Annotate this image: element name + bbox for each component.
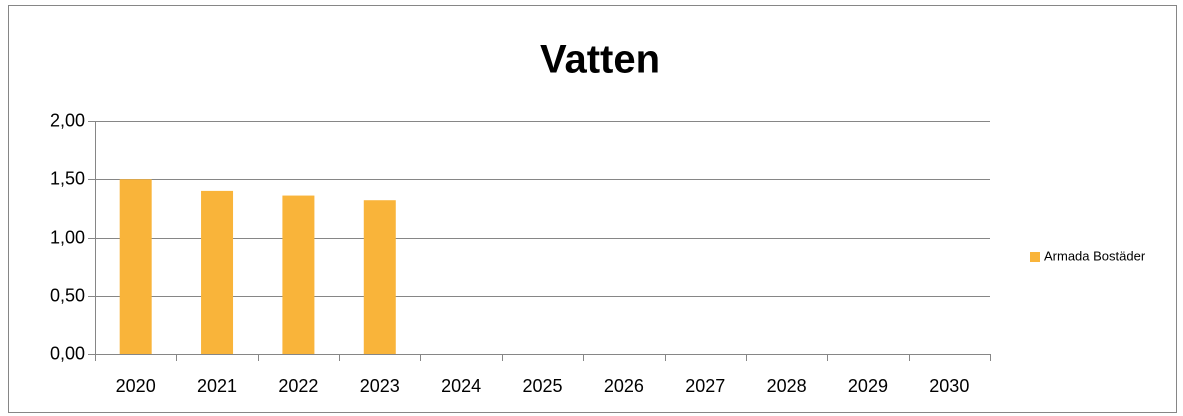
x-tick-label: 2029 [848,376,888,396]
x-tick-label: 2020 [116,376,156,396]
x-tick-label: 2030 [929,376,969,396]
x-tick-label: 2025 [522,376,562,396]
y-tick-label: 0,50 [50,285,85,305]
x-tick-label: 2026 [604,376,644,396]
y-tick-label: 0,00 [50,343,85,363]
bar [201,190,234,354]
chart-title: Vatten [540,38,660,82]
x-tick-label: 2022 [278,376,318,396]
bar [363,200,396,354]
x-tick-label: 2021 [197,376,237,396]
x-tick-label: 2024 [441,376,481,396]
bar [119,179,152,354]
x-tick-label: 2023 [360,376,400,396]
legend-label: Armada Bostäder [1044,248,1146,263]
y-tick-label: 2,00 [50,110,85,130]
bar [282,195,315,354]
x-tick-label: 2028 [767,376,807,396]
x-tick-label: 2027 [685,376,725,396]
y-tick-label: 1,50 [50,168,85,188]
y-tick-label: 1,00 [50,227,85,247]
legend-swatch [1030,252,1040,262]
